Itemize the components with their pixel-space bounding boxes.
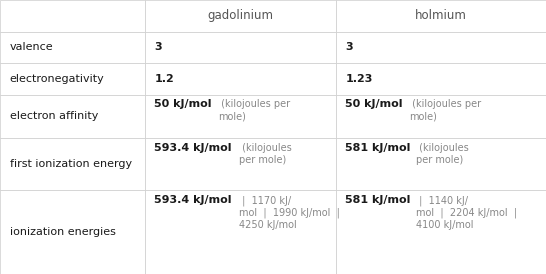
Bar	[145, 63, 336, 95]
Text: 3: 3	[346, 42, 353, 52]
Text: 593.4 kJ/mol: 593.4 kJ/mol	[155, 195, 232, 205]
Bar	[336, 63, 545, 95]
Text: electron affinity: electron affinity	[10, 112, 98, 121]
Bar	[336, 95, 545, 138]
Text: ionization energies: ionization energies	[10, 227, 116, 237]
Text: first ionization energy: first ionization energy	[10, 159, 132, 169]
Text: 50 kJ/mol: 50 kJ/mol	[346, 99, 403, 109]
Text: electronegativity: electronegativity	[10, 74, 105, 84]
Bar	[0, 32, 145, 63]
Bar	[336, 190, 545, 274]
Bar	[336, 0, 545, 32]
Bar	[145, 190, 336, 274]
Bar	[0, 95, 145, 138]
Bar	[336, 138, 545, 190]
Text: 3: 3	[155, 42, 162, 52]
Bar	[0, 0, 145, 32]
Text: gadolinium: gadolinium	[207, 9, 273, 22]
Text: |  1170 kJ/
mol  |  1990 kJ/mol  |
4250 kJ/mol: | 1170 kJ/ mol | 1990 kJ/mol | 4250 kJ/m…	[239, 195, 340, 230]
Bar	[145, 95, 336, 138]
Text: |  1140 kJ/
mol  |  2204 kJ/mol  |
4100 kJ/mol: | 1140 kJ/ mol | 2204 kJ/mol | 4100 kJ/m…	[416, 195, 517, 230]
Text: 1.2: 1.2	[155, 74, 174, 84]
Bar	[0, 138, 145, 190]
Text: 1.23: 1.23	[346, 74, 373, 84]
Text: (kilojoules per
mole): (kilojoules per mole)	[218, 99, 290, 121]
Bar	[0, 190, 145, 274]
Text: holmium: holmium	[415, 9, 467, 22]
Text: (kilojoules
per mole): (kilojoules per mole)	[239, 143, 292, 165]
Text: 581 kJ/mol: 581 kJ/mol	[346, 195, 411, 205]
Bar	[336, 32, 545, 63]
Bar	[145, 0, 336, 32]
Text: (kilojoules per
mole): (kilojoules per mole)	[408, 99, 481, 121]
Bar	[0, 63, 145, 95]
Text: valence: valence	[10, 42, 54, 52]
Text: 593.4 kJ/mol: 593.4 kJ/mol	[155, 143, 232, 153]
Text: (kilojoules
per mole): (kilojoules per mole)	[416, 143, 468, 165]
Bar	[145, 32, 336, 63]
Text: 50 kJ/mol: 50 kJ/mol	[155, 99, 212, 109]
Text: 581 kJ/mol: 581 kJ/mol	[346, 143, 411, 153]
Bar	[145, 138, 336, 190]
